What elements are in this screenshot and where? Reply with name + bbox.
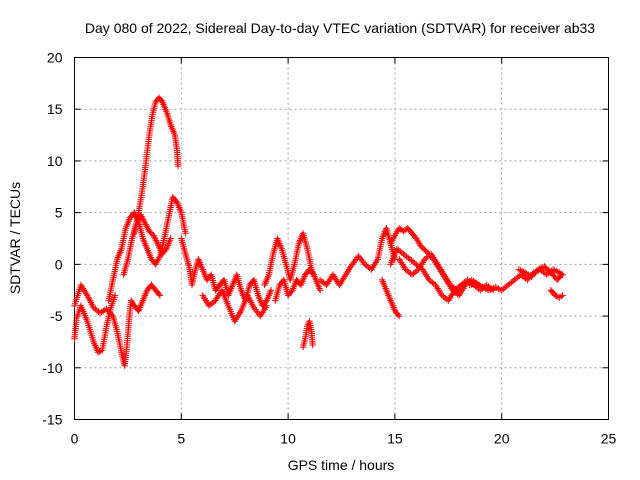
series-track-3: [105, 193, 189, 304]
data-point: [252, 306, 259, 313]
y-tick-labels: -15 -10 -5 0 5 10 15 20: [42, 50, 62, 428]
data-point: [156, 292, 164, 299]
y-tick-label: 15: [47, 101, 63, 117]
series-track-1: [71, 292, 119, 356]
chart-title: Day 080 of 2022, Sidereal Day-to-day VTE…: [85, 20, 595, 36]
data-point: [551, 267, 558, 274]
data-point: [534, 266, 542, 273]
data-point: [479, 283, 486, 291]
x-tick-label: 20: [494, 431, 510, 447]
y-tick-label: 5: [55, 205, 63, 221]
x-tick-label: 5: [177, 431, 185, 447]
data-point: [518, 267, 526, 275]
x-tick-label: 25: [601, 431, 617, 447]
x-tick-label: 10: [280, 431, 296, 447]
y-tick-label: 10: [47, 153, 63, 169]
data-point: [536, 265, 543, 272]
plot-frame: [74, 57, 609, 420]
data-point: [390, 235, 397, 242]
x-axis-label: GPS time / hours: [288, 457, 395, 473]
data-point: [517, 267, 524, 274]
series-track-6: [178, 235, 275, 309]
series-track-8: [261, 230, 324, 294]
series-track-2: [71, 281, 164, 369]
data-point: [146, 228, 153, 235]
data-point: [351, 257, 358, 265]
data-point: [456, 284, 464, 291]
data-point: [309, 270, 316, 277]
data-point: [551, 292, 559, 299]
data-point: [111, 292, 119, 299]
data-point: [515, 266, 522, 273]
data-point: [355, 252, 362, 260]
data-point: [108, 311, 115, 318]
data-point: [140, 216, 147, 223]
data-point: [488, 285, 496, 292]
data-point: [413, 267, 420, 274]
data-point: [263, 302, 270, 309]
data-point: [151, 233, 158, 241]
y-tick-label: 0: [55, 256, 63, 272]
data-point: [316, 287, 324, 294]
series-track-10: [299, 318, 316, 351]
x-tick-label: 15: [387, 431, 403, 447]
data-marks: [71, 94, 566, 369]
data-point: [155, 290, 163, 298]
y-tick-label: -15: [42, 412, 62, 428]
data-point: [141, 219, 149, 227]
data-point: [396, 312, 403, 320]
data-point: [144, 224, 151, 232]
data-point: [553, 267, 560, 275]
series-track-17: [515, 263, 565, 284]
data-point: [388, 238, 395, 246]
series-track-15: [396, 250, 467, 294]
series-track-16: [466, 266, 566, 294]
axis-ticks: [74, 57, 609, 420]
data-point: [310, 271, 317, 278]
data-point: [430, 280, 438, 287]
data-point: [487, 286, 494, 293]
data-point: [155, 254, 163, 261]
series-track-7: [199, 287, 270, 325]
data-point: [94, 349, 102, 356]
y-tick-label: -5: [50, 308, 63, 324]
data-point: [167, 235, 174, 242]
x-tick-label: 0: [71, 431, 79, 447]
data-point: [174, 162, 182, 170]
data-point: [482, 285, 489, 292]
data-point: [147, 229, 154, 236]
data-point: [182, 230, 189, 237]
data-point: [559, 292, 566, 299]
data-point: [558, 271, 565, 278]
data-point: [557, 293, 565, 300]
series-track-12: [378, 276, 403, 320]
x-tick-labels: 0 5 10 15 20 25: [71, 431, 617, 447]
series-track-5: [131, 94, 182, 237]
data-point: [492, 283, 499, 291]
data-point: [493, 284, 501, 292]
y-axis-label: SDTVAR / TECUs: [7, 182, 23, 294]
data-point: [96, 348, 103, 355]
data-point: [460, 281, 467, 289]
data-point: [480, 284, 488, 292]
series-track-18: [547, 287, 566, 301]
series-track-9: [272, 266, 317, 304]
data-point: [557, 272, 564, 280]
data-point: [358, 256, 365, 263]
series-track-11: [316, 225, 399, 289]
data-point: [154, 257, 161, 265]
data-point: [394, 311, 402, 318]
data-point: [401, 252, 409, 259]
grid-lines: [74, 57, 609, 420]
data-point: [485, 287, 493, 294]
data-point: [152, 237, 160, 244]
data-point: [309, 341, 316, 349]
y-tick-label: 20: [47, 50, 63, 66]
data-point: [267, 287, 275, 294]
y-tick-label: -10: [42, 360, 62, 376]
